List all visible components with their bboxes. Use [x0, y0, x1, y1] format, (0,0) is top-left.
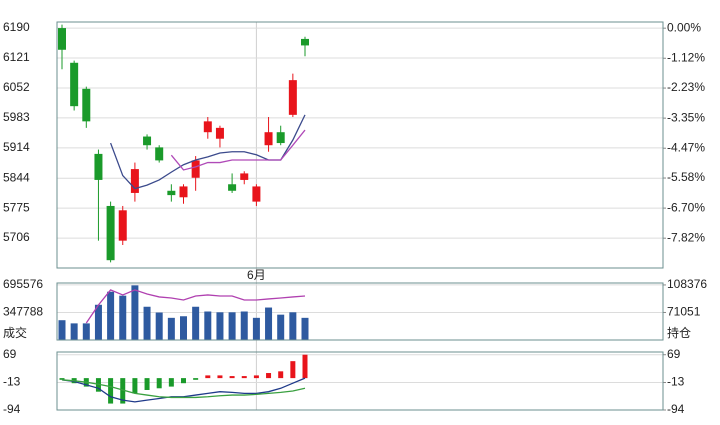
candle-body: [276, 132, 285, 144]
histogram-bar: [181, 378, 186, 384]
panel-border: [56, 351, 664, 411]
bar: [289, 312, 297, 340]
histogram-bar: [132, 378, 138, 394]
bar: [180, 316, 187, 340]
histogram-bar: [59, 378, 65, 380]
y2-axis-label: 持仓: [667, 325, 691, 340]
y-tick-label: 6121: [3, 50, 30, 64]
y-tick-label: -94: [3, 402, 21, 416]
y2-tick-label: -2.23%: [667, 80, 705, 94]
y-tick-label: 695576: [3, 277, 43, 291]
histogram-bar: [120, 378, 126, 404]
candle-body: [94, 153, 103, 180]
candle-body: [106, 205, 115, 261]
histogram-bar: [278, 371, 284, 379]
y2-tick-label: -13: [667, 375, 685, 389]
histogram-bar: [193, 378, 199, 380]
line: [61, 379, 306, 399]
bar: [107, 291, 115, 340]
histogram-bar: [156, 378, 162, 389]
y2-tick-label: -7.82%: [667, 230, 705, 244]
candle-body: [215, 127, 224, 139]
bar: [94, 304, 102, 340]
y-tick-label: 347788: [3, 305, 43, 319]
bar: [70, 323, 78, 340]
y-tick-label: -13: [3, 375, 21, 389]
y-axis-label: 成交: [3, 325, 27, 340]
bar: [252, 317, 260, 340]
bar: [167, 317, 175, 340]
line: [170, 129, 306, 171]
candle-body: [288, 80, 297, 115]
bar: [131, 285, 139, 340]
candle-body: [228, 184, 237, 191]
line: [61, 377, 306, 403]
histogram-bar: [229, 376, 235, 379]
histogram-bar: [144, 378, 150, 390]
histogram-bar: [290, 361, 296, 379]
candle-body: [118, 210, 127, 241]
bar: [143, 306, 151, 340]
bar: [192, 306, 200, 340]
candle-body: [143, 136, 152, 146]
candle-body: [203, 121, 212, 133]
y2-tick-label: 0.00%: [667, 20, 701, 34]
candle-body: [167, 190, 176, 196]
candle-body: [179, 186, 188, 198]
y-tick-label: 5775: [3, 200, 30, 214]
candle-body: [301, 38, 309, 46]
y2-tick-label: -6.70%: [667, 200, 705, 214]
histogram-bar: [266, 373, 272, 379]
bar: [277, 314, 285, 340]
histogram-bar: [168, 378, 174, 387]
bar: [155, 312, 163, 340]
histogram-bar: [241, 376, 247, 379]
bar: [240, 311, 248, 340]
y2-tick-label: -3.35%: [667, 110, 705, 124]
panel-border: [56, 21, 664, 269]
bar: [301, 317, 309, 340]
bar: [265, 307, 273, 340]
histogram-bar: [205, 375, 211, 379]
y2-tick-label: 108376: [667, 277, 707, 291]
candle-body: [240, 173, 249, 180]
bar: [228, 312, 236, 340]
y2-tick-label: -5.58%: [667, 170, 705, 184]
y2-tick-label: -94: [667, 402, 685, 416]
candle-body: [264, 132, 273, 146]
y-tick-label: 5844: [3, 170, 30, 184]
y-tick-label: 5706: [3, 230, 30, 244]
candle-body: [130, 169, 139, 193]
histogram-bar: [95, 378, 101, 392]
histogram-bar: [108, 378, 114, 404]
bar: [204, 311, 212, 340]
bar: [119, 295, 127, 340]
bar: [82, 323, 90, 340]
histogram-bar: [253, 375, 259, 379]
y2-tick-label: 69: [667, 347, 681, 361]
candle-body: [82, 88, 91, 122]
candle-body: [70, 62, 79, 107]
candle-body: [155, 147, 164, 161]
histogram-bar: [217, 375, 223, 379]
y-tick-label: 5914: [3, 140, 30, 154]
candle-body: [191, 160, 200, 178]
y-tick-label: 6052: [3, 80, 30, 94]
y2-tick-label: -1.12%: [667, 50, 705, 64]
y2-tick-label: 71051: [667, 305, 701, 319]
bar: [58, 320, 66, 340]
bar: [216, 312, 224, 340]
histogram-bar: [302, 354, 308, 379]
y-tick-label: 6190: [3, 20, 30, 34]
y-tick-label: 5983: [3, 110, 30, 124]
candle-body: [252, 186, 261, 202]
x-tick-label: 6月: [247, 268, 266, 282]
y-tick-label: 69: [3, 347, 17, 361]
panel-border: [56, 282, 664, 341]
candle-body: [58, 28, 66, 50]
y2-tick-label: -4.47%: [667, 140, 705, 154]
line: [85, 289, 306, 324]
